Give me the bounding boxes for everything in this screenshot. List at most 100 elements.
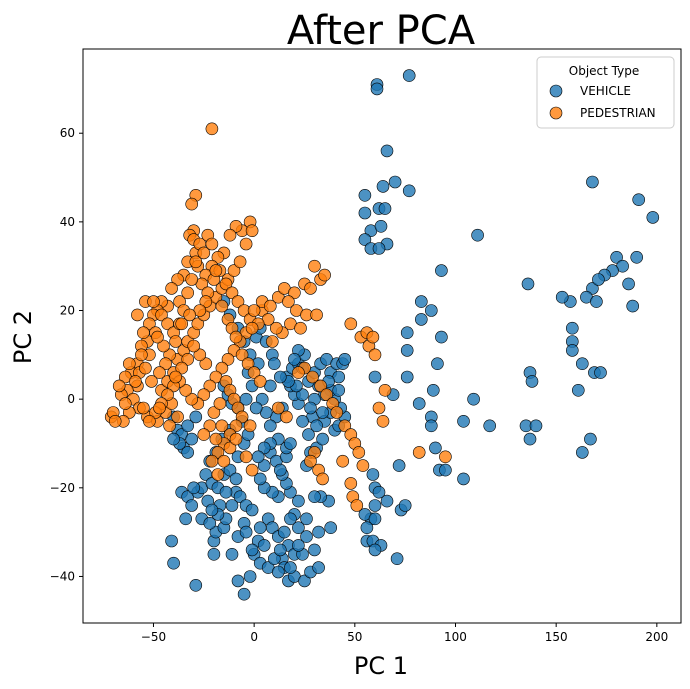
- data-point: [457, 414, 470, 428]
- legend-label: PEDESTRIAN: [580, 106, 656, 120]
- data-point: [372, 485, 386, 499]
- legend-title: Object Type: [569, 64, 639, 78]
- data-point: [207, 406, 221, 419]
- data-point: [457, 472, 470, 486]
- data-point: [426, 383, 440, 397]
- data-point: [245, 463, 259, 477]
- data-point: [360, 521, 374, 535]
- data-point: [137, 326, 150, 340]
- data-point: [245, 224, 259, 237]
- y-tick-label: 0: [67, 392, 75, 406]
- data-point: [310, 419, 323, 433]
- data-point: [390, 552, 404, 566]
- data-point: [257, 441, 271, 455]
- data-point: [277, 525, 291, 539]
- data-point: [215, 419, 229, 433]
- data-point: [358, 206, 372, 220]
- data-point: [592, 273, 605, 286]
- data-point: [185, 197, 198, 211]
- data-point: [424, 419, 438, 433]
- data-point: [245, 321, 259, 335]
- data-point: [521, 277, 535, 291]
- series-pedestrian: [104, 122, 452, 512]
- data-point: [215, 361, 229, 375]
- data-point: [167, 432, 180, 446]
- data-point: [575, 446, 589, 459]
- data-point: [197, 428, 211, 441]
- data-point: [119, 397, 132, 410]
- data-point: [292, 366, 305, 379]
- data-point: [380, 144, 394, 158]
- data-point: [555, 290, 569, 304]
- data-point: [565, 321, 579, 335]
- data-point: [368, 499, 382, 512]
- data-point: [376, 180, 390, 193]
- data-point: [288, 286, 301, 300]
- data-point: [223, 228, 237, 242]
- data-point: [185, 499, 198, 512]
- data-point: [402, 184, 416, 198]
- data-point: [626, 299, 640, 313]
- data-point: [429, 441, 442, 455]
- data-point: [370, 82, 384, 96]
- data-point: [304, 454, 317, 468]
- data-point: [197, 246, 211, 260]
- data-point: [358, 233, 372, 246]
- data-point: [575, 357, 589, 371]
- data-point: [175, 361, 188, 375]
- data-point: [205, 122, 219, 136]
- data-point: [235, 410, 249, 424]
- data-point: [167, 556, 180, 570]
- data-point: [356, 459, 370, 472]
- data-point: [265, 521, 279, 535]
- legend-item-vehicle: VEHICLE: [549, 84, 631, 98]
- data-point: [280, 410, 293, 424]
- data-point: [181, 352, 194, 366]
- data-point: [243, 419, 257, 433]
- data-point: [181, 446, 194, 459]
- data-point: [263, 419, 277, 433]
- data-point: [529, 419, 543, 433]
- y-tick-label: 40: [60, 215, 75, 229]
- x-tick-label: 0: [250, 630, 258, 644]
- y-axis: −40 −20 0 20 40 60: [50, 126, 83, 583]
- data-point: [336, 454, 350, 468]
- data-point: [338, 352, 352, 366]
- data-point: [233, 490, 247, 504]
- data-point: [147, 295, 160, 308]
- data-point: [304, 282, 317, 295]
- data-point: [414, 295, 428, 308]
- data-point: [523, 432, 537, 446]
- data-point: [267, 552, 281, 566]
- x-tick-label: 150: [545, 630, 568, 644]
- legend-marker: [549, 106, 563, 120]
- data-point: [332, 383, 346, 397]
- data-point: [183, 308, 196, 322]
- data-point: [330, 406, 344, 419]
- data-point: [237, 587, 251, 601]
- data-point: [372, 401, 386, 415]
- data-point: [316, 406, 329, 419]
- data-point: [314, 379, 327, 393]
- data-point: [324, 521, 338, 535]
- data-point: [308, 543, 321, 557]
- data-point: [253, 375, 267, 388]
- data-point: [368, 370, 382, 384]
- data-point: [193, 348, 207, 362]
- data-point: [123, 357, 136, 371]
- data-point: [435, 264, 448, 277]
- data-point: [112, 379, 126, 393]
- data-point: [366, 330, 380, 344]
- data-point: [431, 357, 444, 371]
- data-point: [610, 250, 623, 264]
- data-point: [412, 397, 426, 410]
- data-point: [161, 388, 174, 402]
- data-point: [225, 547, 239, 561]
- plot-area: [82, 48, 682, 624]
- data-point: [153, 401, 166, 415]
- data-point: [219, 277, 233, 291]
- legend: Object Type VEHICLE PEDESTRIAN: [536, 56, 675, 129]
- data-point: [300, 530, 313, 543]
- data-point: [233, 255, 247, 269]
- data-point: [225, 286, 239, 300]
